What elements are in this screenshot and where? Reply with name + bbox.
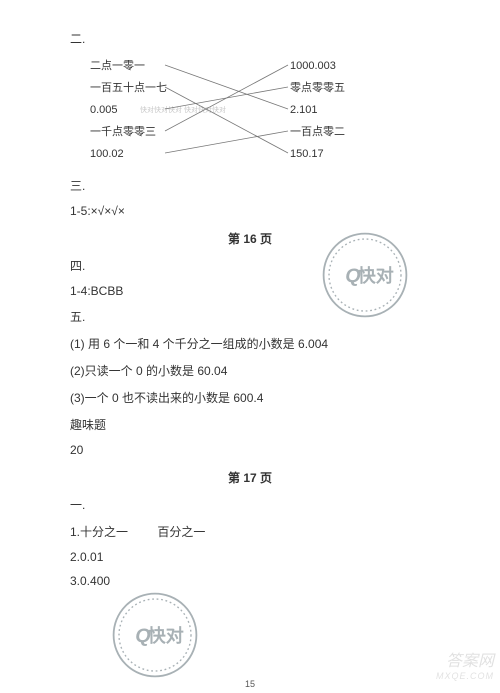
answer-three: 1-5:×√×√×: [70, 204, 430, 218]
tiny-watermark: 快对快对快对 快对快对快对: [140, 107, 226, 115]
match-right-item: 150.17: [290, 143, 345, 165]
page-16-header: 第 16 页: [70, 230, 430, 247]
page-number: 15: [245, 679, 255, 689]
match-left-item: 二点一零一: [90, 55, 167, 77]
answer-one-1: 1.十分之一 百分之一: [70, 523, 430, 540]
matching-exercise: 二点一零一 一百五十点一七 0.005 一千点零零三 100.02 1000.0…: [70, 55, 430, 165]
page-17-header: 第 17 页: [70, 469, 430, 486]
stamp-text: 快对: [148, 625, 184, 646]
section-five-label: 五.: [70, 308, 430, 325]
section-three-label: 三.: [70, 177, 430, 194]
match-right-item: 零点零零五: [290, 77, 345, 99]
corner-watermark-sub: MXQE.COM: [436, 669, 494, 683]
match-right-item: 1000.003: [290, 55, 345, 77]
corner-watermark: 答案网 MXQE.COM: [436, 655, 494, 683]
section-one-label: 一.: [70, 496, 430, 513]
answer-one-3: 3.0.400: [70, 574, 430, 588]
answer-five-2: (2)只读一个 0 的小数是 60.04: [70, 362, 430, 379]
page-content: 二. 二点一零一 一百五十点一七 0.005 一千点零零三 100.02 100…: [70, 30, 430, 588]
match-left-item: 一百五十点一七: [90, 77, 167, 99]
corner-watermark-main: 答案网: [446, 653, 494, 670]
match-right-item: 2.101: [290, 99, 345, 121]
match-right-column: 1000.003 零点零零五 2.101 一百点零二 150.17: [290, 55, 345, 165]
match-right-item: 一百点零二: [290, 121, 345, 143]
section-two-label: 二.: [70, 30, 430, 47]
answer-one-1b: 百分之一: [157, 525, 205, 539]
answer-one-2: 2.0.01: [70, 550, 430, 564]
section-four-label: 四.: [70, 257, 430, 274]
fun-answer: 20: [70, 443, 430, 457]
match-left-item: 100.02: [90, 143, 167, 165]
kuaidui-stamp: Q 快对: [110, 590, 200, 680]
answer-five-1: (1) 用 6 个一和 4 个千分之一组成的小数是 6.004: [70, 335, 430, 352]
fun-label: 趣味题: [70, 416, 430, 433]
stamp-q-icon: Q: [135, 625, 151, 647]
match-left-item: 一千点零零三: [90, 121, 167, 143]
answer-one-1a: 1.十分之一: [70, 523, 128, 540]
answer-four: 1-4:BCBB: [70, 284, 430, 298]
answer-five-3: (3)一个 0 也不读出来的小数是 600.4: [70, 389, 430, 406]
